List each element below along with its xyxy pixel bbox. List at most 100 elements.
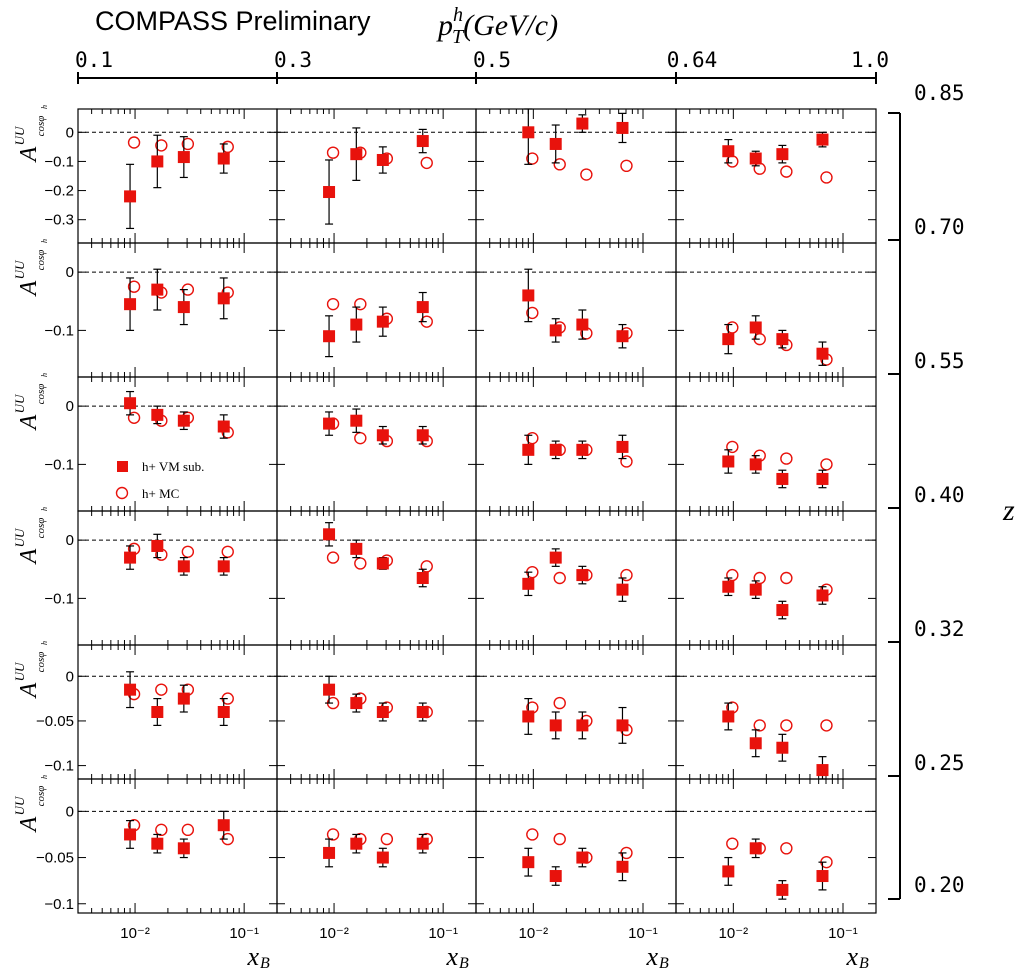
- x-tick-label: 10⁻¹: [828, 925, 858, 942]
- vm-sub-point: [549, 137, 562, 150]
- y-axis-label-subsub: h: [40, 239, 49, 243]
- y-tick-label: −0.1: [44, 153, 74, 170]
- mc-point: [155, 139, 168, 152]
- panel-frame: [77, 242, 278, 378]
- vm-sub-point: [350, 318, 363, 331]
- pt-axis-tick-label: 0.5: [473, 48, 511, 72]
- y-axis-label-text: A: [16, 280, 42, 297]
- y-axis-label-sub: cosφ: [35, 384, 47, 405]
- x-axis-label-sub: B: [659, 955, 669, 971]
- vm-sub-point: [776, 741, 789, 754]
- vm-sub-point: [217, 706, 230, 718]
- pt-axis-title: ph T(GeV/c): [436, 4, 558, 48]
- vm-sub-point: [217, 819, 230, 832]
- vm-sub-point: [124, 298, 137, 311]
- panel-z5-pt0: 0 −0.05 −0.1: [36, 778, 278, 914]
- vm-sub-point: [416, 301, 429, 314]
- mc-point: [526, 431, 539, 445]
- panel-frame: [475, 108, 677, 244]
- legend-vm-marker: [117, 461, 128, 472]
- vm-sub-point: [376, 557, 389, 570]
- x-axis-label-text: x: [645, 942, 658, 971]
- mc-point: [620, 159, 633, 173]
- y-tick-label: −0.05: [36, 713, 74, 730]
- x-tick-label: 10⁻²: [719, 925, 749, 942]
- vm-sub-point: [576, 117, 589, 130]
- vm-sub-point: [151, 155, 164, 168]
- mc-point: [155, 683, 168, 696]
- vm-sub-point: [749, 737, 762, 750]
- z-axis-tick-label: 0.32: [914, 617, 965, 641]
- mc-point: [127, 136, 141, 149]
- panel-z5-pt3: [675, 778, 877, 914]
- vm-sub-point: [816, 764, 829, 777]
- y-axis-label-subsub: h: [40, 373, 49, 377]
- mc-point: [326, 828, 340, 841]
- mc-point: [181, 137, 195, 151]
- mc-point: [326, 297, 340, 311]
- vm-sub-point: [217, 420, 230, 433]
- vm-sub-point: [151, 706, 164, 718]
- z-axis-tick-label: 0.85: [914, 81, 965, 105]
- y-tick-label: 0: [66, 264, 74, 281]
- vm-sub-point: [576, 569, 589, 582]
- vm-sub-point: [177, 301, 190, 314]
- vm-sub-point: [323, 186, 336, 199]
- y-tick-label: −0.05: [36, 850, 74, 867]
- mc-point: [553, 158, 566, 171]
- panel-z3-pt0: 0 −0.1: [44, 510, 278, 646]
- mc-point: [155, 823, 168, 837]
- y-tick-label: −0.3: [44, 212, 74, 229]
- vm-sub-point: [177, 414, 190, 427]
- vm-sub-point: [323, 417, 336, 430]
- x-tick-label: 10⁻²: [319, 925, 349, 942]
- panel-frame: [77, 644, 278, 780]
- y-axis-label: AUU cosφ h: [12, 373, 49, 431]
- mc-point: [620, 568, 633, 582]
- panel-frame: [675, 376, 877, 512]
- vm-sub-point: [522, 443, 535, 456]
- legend-vm-label: h+ VM sub.: [142, 459, 204, 474]
- pt-axis-tick-label: 1.0: [851, 48, 889, 72]
- vm-sub-point: [376, 851, 389, 864]
- y-axis-label: AUU cosφ h: [12, 775, 49, 833]
- vm-sub-point: [522, 710, 535, 723]
- vm-sub-point: [416, 135, 429, 148]
- vm-sub-point: [151, 283, 164, 296]
- y-axis-label-subsub: h: [40, 775, 49, 779]
- vm-sub-point: [124, 683, 137, 696]
- vm-sub-point: [376, 429, 389, 442]
- y-axis-label-sup: UU: [12, 393, 27, 413]
- x-tick-label: 10⁻²: [519, 925, 549, 942]
- vm-sub-point: [522, 126, 535, 139]
- mc-point: [726, 568, 739, 582]
- pt-axis-tick-label: 0.1: [75, 48, 113, 72]
- y-axis-label-text: A: [16, 146, 42, 163]
- y-tick-label: −0.1: [44, 896, 74, 913]
- vm-sub-point: [522, 577, 535, 590]
- vm-sub-point: [124, 190, 137, 203]
- vm-sub-point: [549, 551, 562, 564]
- mc-point: [820, 719, 833, 732]
- x-tick-label: 10⁻¹: [428, 925, 458, 942]
- panel-z1-pt2: [475, 242, 677, 378]
- mc-point: [526, 306, 539, 320]
- vm-sub-point: [816, 589, 829, 602]
- z-axis-tick-label: 0.40: [914, 483, 965, 507]
- y-axis-label: AUU cosφ h: [12, 239, 49, 297]
- mc-point: [553, 696, 566, 710]
- x-axis-label-text: x: [246, 942, 259, 971]
- panel-frame: [276, 778, 477, 914]
- mc-point: [553, 832, 566, 846]
- vm-sub-point: [124, 828, 137, 841]
- panel-frame: [675, 510, 877, 646]
- mc-point: [221, 545, 234, 558]
- svg-text:phT(GeV/c): ph T(GeV/c): [436, 4, 558, 48]
- vm-sub-point: [416, 706, 429, 718]
- y-axis-label: AUU cosφ h: [12, 105, 49, 163]
- panel-z3-pt3: [675, 510, 877, 646]
- vm-sub-point: [749, 583, 762, 596]
- panel-z4-pt1: [276, 644, 477, 780]
